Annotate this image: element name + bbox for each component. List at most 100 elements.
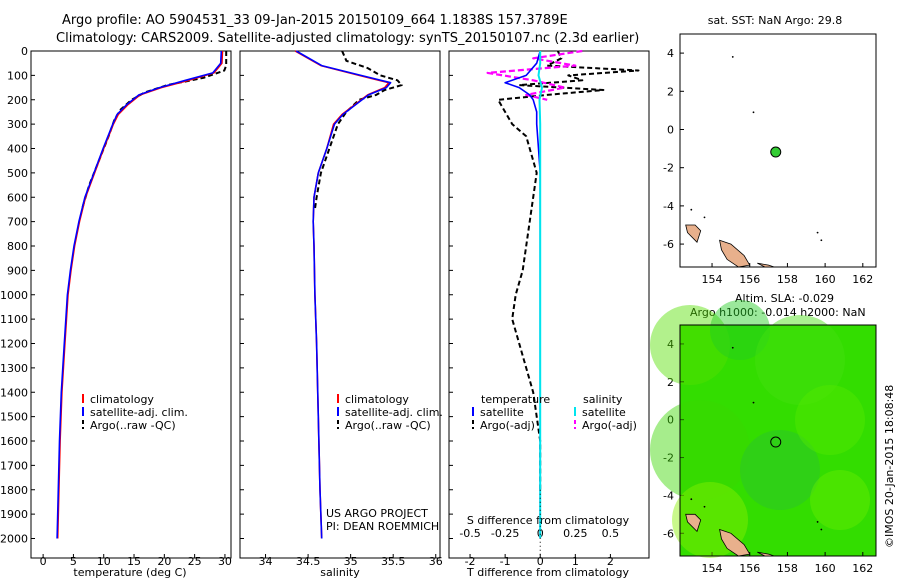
difference-x-tick-label: -2: [465, 555, 476, 568]
sla-map-islet: [703, 505, 706, 508]
difference-temperature-satellite-line: [504, 50, 542, 539]
sst-map-islet: [752, 111, 755, 114]
salinity-argo-line: [313, 50, 403, 210]
depth-tick-label: 300: [7, 118, 28, 131]
temperature-x-tick-label: 30: [218, 555, 232, 568]
temperature-satellite-line: [56, 50, 223, 539]
difference-salinity-satellite-line: [537, 51, 543, 539]
salinity-climatology-line: [294, 50, 390, 539]
annotation-pi: PI: DEAN ROEMMICH: [326, 520, 439, 533]
map-x-tick-label: 160: [815, 562, 836, 575]
difference-x-label-bottom: T difference from climatology: [466, 566, 629, 579]
sla-map-island: [757, 551, 775, 557]
salinity-x-tick-label: 35: [344, 555, 358, 568]
depth-tick-label: 2000: [0, 533, 28, 546]
temperature-x-tick-label: 5: [70, 555, 77, 568]
salinity-profile-panel: salinity US ARGO PROJECT PI: DEAN ROEMMI…: [239, 50, 443, 579]
imos-watermark: ©IMOS 20-Jan-2015 18:08:48: [883, 385, 896, 548]
temperature-legend-entry: satellite-adj. clim.: [90, 406, 188, 419]
depth-tick-label: 600: [7, 191, 28, 204]
sla-map-texture: [650, 400, 750, 500]
map-x-tick-label: 158: [777, 562, 798, 575]
sla-map-texture: [795, 385, 865, 455]
sst-map-island: [719, 239, 751, 268]
map-x-tick-label: 154: [702, 562, 723, 575]
sla-map-islet: [820, 528, 823, 531]
depth-tick-label: 1800: [0, 484, 28, 497]
difference-temperature-argo-line: [497, 50, 640, 490]
map-x-tick-label: 154: [702, 273, 723, 286]
map-y-tick-label: -2: [663, 452, 674, 465]
temperature-x-tick-label: 10: [97, 555, 111, 568]
depth-tick-label: 1900: [0, 508, 28, 521]
salinity-legend-entry: Argo(..raw -QC): [345, 419, 431, 432]
sst-map-island: [757, 262, 775, 268]
salinity-x-tick-label: 36: [429, 555, 443, 568]
salinity-x-tick-label: 34: [259, 555, 273, 568]
map-y-tick-label: -4: [663, 489, 674, 502]
depth-tick-label: 1500: [0, 411, 28, 424]
depth-tick-label: 1400: [0, 386, 28, 399]
sla-map-islet: [816, 521, 819, 523]
depth-tick-label: 1700: [0, 459, 28, 472]
depth-tick-label: 1300: [0, 362, 28, 375]
difference-x-label-top: S difference from climatology: [467, 514, 630, 527]
map-y-tick-label: 2: [667, 85, 674, 98]
sla-map-texture: [740, 430, 820, 510]
temperature-x-tick-label: 20: [157, 555, 171, 568]
sla-map-texture: [755, 315, 845, 405]
sla-map-island: [685, 513, 702, 533]
difference-x-tick-label: 0: [537, 555, 544, 568]
sst-map-title: sat. SST: NaN Argo: 29.8: [708, 14, 842, 27]
difference-top-tick-label: -0.5: [459, 527, 480, 540]
annotation-project: US ARGO PROJECT: [326, 507, 428, 520]
sst-map-islet: [816, 231, 819, 234]
sla-map-islet: [690, 498, 693, 501]
depth-tick-label: 700: [7, 216, 28, 229]
header-line-1: Argo profile: AO 5904531_33 09-Jan-2015 …: [62, 13, 568, 28]
depth-tick-label: 1200: [0, 338, 28, 351]
salinity-x-label: salinity: [320, 566, 360, 579]
sla-map-islet: [731, 346, 734, 349]
temperature-x-tick-label: 0: [40, 555, 47, 568]
depth-tick-label: 200: [7, 94, 28, 107]
salinity-x-tick-label: 35.5: [381, 555, 406, 568]
sst-map-panel: sat. SST: NaN Argo: 29.8 154 156 158 160 162…: [663, 14, 877, 286]
difference-x-tick-label: -1: [500, 555, 511, 568]
sst-map-islet: [731, 56, 734, 58]
sla-map-panel: Altim. SLA: -0.029 Argo h1000: -0.014 h2…: [650, 292, 877, 575]
salinity-legend-entry: climatology: [345, 393, 409, 406]
sst-map-argo-marker: [770, 146, 782, 158]
map-x-tick-label: 162: [852, 562, 873, 575]
depth-tick-label: 0: [21, 45, 28, 58]
difference-salinity-legend-entry: Argo(-adj): [582, 419, 637, 432]
sla-map-texture: [710, 300, 770, 360]
sla-map-island: [719, 528, 751, 557]
map-x-tick-label: 156: [739, 273, 760, 286]
sla-map-texture: [810, 470, 870, 530]
map-y-tick-label: 4: [667, 338, 674, 351]
temperature-x-tick-label: 15: [127, 555, 141, 568]
map-y-tick-label: -2: [663, 162, 674, 175]
depth-tick-label: 1100: [0, 313, 28, 326]
sst-map-islet: [690, 208, 693, 211]
difference-temperature-legend-entry: Argo(-adj): [480, 419, 535, 432]
depth-tick-label: 500: [7, 167, 28, 180]
sla-map-argo-marker: [770, 436, 782, 448]
temperature-legend-entry: Argo(..raw -QC): [90, 419, 176, 432]
difference-legend-header-temperature: temperature: [481, 393, 550, 406]
map-y-tick-label: 4: [667, 47, 674, 60]
map-y-tick-label: -4: [663, 200, 674, 213]
temperature-x-tick-label: 25: [188, 555, 202, 568]
map-x-tick-label: 156: [739, 562, 760, 575]
depth-tick-label: 1600: [0, 435, 28, 448]
sst-map-islet: [820, 239, 823, 242]
map-x-tick-label: 158: [777, 273, 798, 286]
map-x-tick-label: 162: [852, 273, 873, 286]
depth-tick-label: 100: [7, 69, 28, 82]
map-y-tick-label: 0: [667, 123, 674, 136]
difference-temperature-legend-entry: satellite: [480, 406, 524, 419]
depth-tick-label: 800: [7, 240, 28, 253]
difference-profile-panel: T difference from climatology S differen…: [448, 49, 650, 579]
